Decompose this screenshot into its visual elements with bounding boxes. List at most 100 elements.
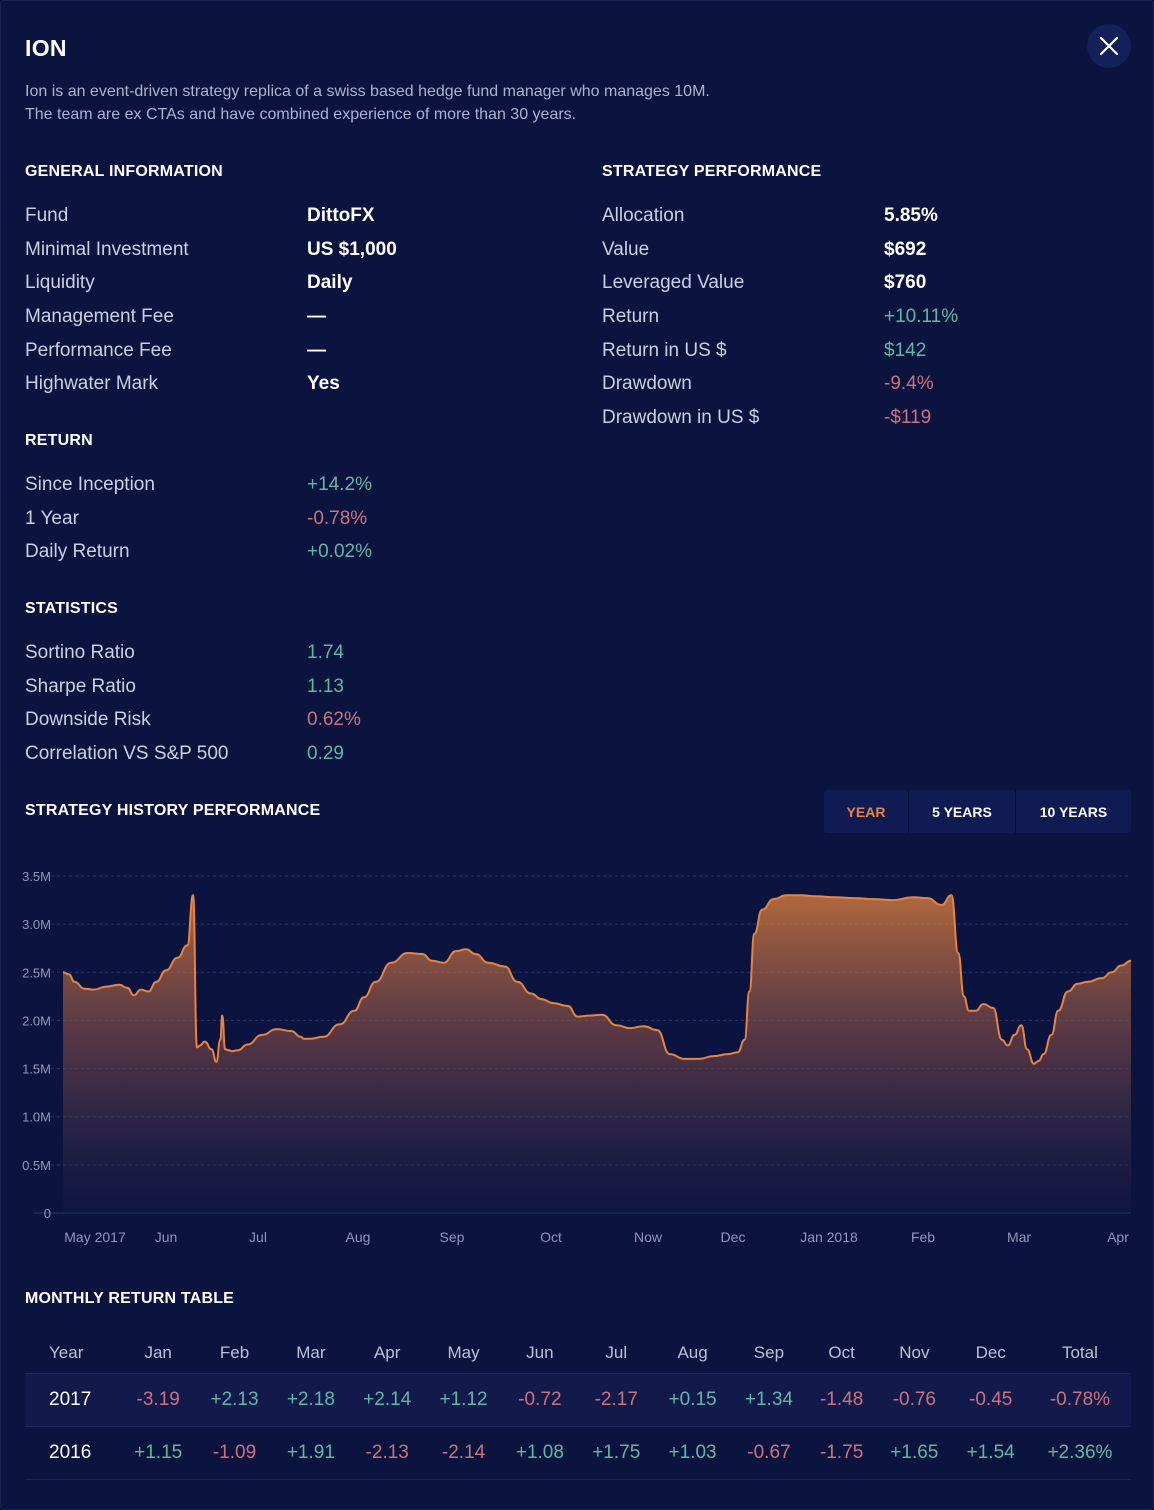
strategy-description: Ion is an event-driven strategy replica …: [25, 80, 785, 126]
column-header: Feb: [219, 1343, 250, 1362]
info-label: Highwater Mark: [25, 373, 159, 395]
history-area-chart: 0 0.5M 1.0M 1.5M 2.0M 2.5M 3.0M 3.5M May 2017 Jun…: [22, 869, 1132, 1245]
info-row: Since Inception +14.2%: [25, 468, 565, 502]
info-value: —: [307, 339, 326, 361]
general-information-list: Fund DittoFX Minimal Investment US $1,000 Li…: [25, 199, 565, 401]
info-label: Leveraged Value: [602, 272, 745, 294]
statistics-heading: STATISTICS: [25, 600, 118, 617]
tab-10-years[interactable]: 10 YEARS: [1039, 804, 1108, 820]
return-cell: -3.19: [120, 1373, 197, 1427]
info-label: Allocation: [602, 205, 685, 226]
chart-area: [62, 894, 1132, 1213]
info-row: Management Fee —: [25, 300, 565, 334]
x-tick-label: May 2017: [64, 1229, 126, 1245]
x-tick-label: Oct: [540, 1229, 562, 1245]
info-label: Return in US $: [602, 339, 727, 361]
y-tick-label: 0.5M: [22, 1158, 51, 1173]
info-label: Drawdown in US $: [602, 407, 760, 429]
return-cell: +1.75: [578, 1426, 655, 1480]
info-value: Daily: [307, 272, 353, 294]
info-label: Fund: [25, 205, 69, 226]
x-tick-label: Sep: [440, 1229, 465, 1245]
x-tick-label: Jan 2018: [800, 1229, 858, 1245]
return-cell: +1.15: [120, 1426, 197, 1480]
column-header: Jan: [144, 1343, 172, 1362]
info-value: 1.74: [307, 642, 344, 663]
column-header: Sep: [753, 1343, 785, 1362]
info-value: -9.4%: [884, 373, 934, 395]
statistics-list: Sortino Ratio 1.74 Sharpe Ratio 1.13 Downsid…: [25, 636, 565, 771]
return-cell: +1.12: [425, 1373, 502, 1427]
x-tick-label: Apr: [1107, 1229, 1129, 1245]
info-row: Drawdown -9.4%: [602, 367, 1122, 401]
info-value: 0.29: [307, 743, 344, 765]
info-value: $760: [884, 272, 927, 294]
column-header: Jun: [526, 1343, 554, 1362]
monthly-return-heading: MONTHLY RETURN TABLE: [25, 1290, 235, 1307]
return-cell: -2.13: [349, 1426, 426, 1480]
info-value: 1.13: [307, 675, 344, 697]
series-area-fill: [63, 895, 1131, 1213]
return-cell: +1.91: [272, 1426, 350, 1480]
strategy-performance-heading: STRATEGY PERFORMANCE: [602, 163, 822, 180]
return-cell: -0.78%: [1028, 1373, 1131, 1427]
info-value: 5.85%: [884, 205, 938, 226]
x-tick-label: Dec: [721, 1229, 746, 1245]
info-value: Yes: [307, 373, 340, 395]
y-tick-label: 3.0M: [22, 917, 51, 932]
return-cell: -0.45: [952, 1373, 1029, 1427]
info-row: Liquidity Daily: [25, 266, 565, 300]
info-value: $142: [884, 339, 927, 361]
info-row: Downside Risk 0.62%: [25, 703, 565, 737]
column-header: Jul: [605, 1343, 628, 1362]
column-header: Apr: [373, 1343, 401, 1362]
y-tick-label: 3.5M: [22, 869, 51, 884]
strategy-title: ION: [25, 35, 67, 61]
tab-year[interactable]: YEAR: [846, 804, 886, 820]
info-label: Return: [602, 306, 660, 328]
return-cell: -2.17: [578, 1373, 655, 1427]
y-tick-label: 1.5M: [22, 1062, 51, 1077]
column-header: Dec: [975, 1343, 1006, 1362]
tab-divider: [1015, 790, 1016, 833]
info-value: +14.2%: [307, 474, 372, 495]
table-header-row: Year Jan Feb Mar Apr May Jun Jul Aug Sep Oct Nov Dec…: [25, 1333, 1131, 1374]
info-row: Drawdown in US $ -$119: [602, 401, 1122, 435]
info-label: Sharpe Ratio: [25, 675, 136, 697]
info-label: Since Inception: [25, 474, 155, 495]
column-header: Aug: [677, 1343, 708, 1362]
close-button[interactable]: [1087, 24, 1131, 68]
x-tick-label: Mar: [1007, 1229, 1031, 1245]
info-value: US $1,000: [307, 238, 397, 260]
info-label: Sortino Ratio: [25, 642, 135, 663]
description-line: The team are ex CTAs and have combined e…: [25, 106, 577, 123]
tab-5-years[interactable]: 5 YEARS: [932, 804, 992, 820]
return-cell: -1.75: [807, 1426, 877, 1480]
info-label: Minimal Investment: [25, 238, 189, 260]
info-row: Correlation VS S&P 500 0.29: [25, 737, 565, 771]
return-cell: +1.54: [952, 1426, 1029, 1480]
info-value: —: [307, 306, 326, 328]
info-value: -0.78%: [307, 507, 368, 529]
info-label: Value: [602, 238, 650, 260]
history-heading: STRATEGY HISTORY PERFORMANCE: [25, 802, 321, 819]
x-tick-label: Jul: [249, 1229, 267, 1245]
info-label: 1 Year: [25, 507, 79, 529]
info-label: Downside Risk: [25, 709, 151, 731]
info-value: +0.02%: [307, 541, 372, 563]
return-cell: +2.36%: [1028, 1426, 1131, 1480]
info-value: +10.11%: [884, 306, 959, 328]
strategy-performance-list: Allocation 5.85% Value $692 Leveraged Value $…: [602, 199, 1122, 435]
year-cell: 2017: [25, 1373, 120, 1427]
monthly-return-table: Year Jan Feb Mar Apr May Jun Jul Aug Sep Oct Nov Dec…: [25, 1333, 1131, 1480]
info-row: Allocation 5.85%: [602, 199, 1122, 233]
info-label: Correlation VS S&P 500: [25, 743, 229, 765]
info-label: Liquidity: [25, 272, 95, 294]
y-tick-label: 1.0M: [22, 1110, 51, 1125]
year-cell: 2016: [25, 1426, 120, 1480]
return-cell: -1.09: [196, 1426, 273, 1480]
return-cell: -0.67: [730, 1426, 808, 1480]
info-row: Minimal Investment US $1,000: [25, 233, 565, 267]
info-row: Leveraged Value $760: [602, 266, 1122, 300]
